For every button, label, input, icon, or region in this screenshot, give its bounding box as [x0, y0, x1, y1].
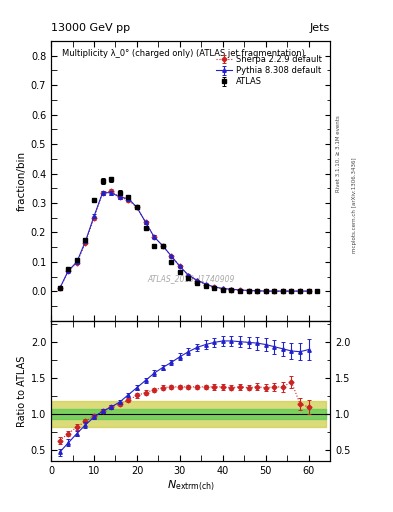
X-axis label: $N_{\rm{extrm}(ch)}$: $N_{\rm{extrm}(ch)}$: [167, 478, 215, 493]
Text: ATLAS_2019_I1740909: ATLAS_2019_I1740909: [147, 274, 234, 283]
Text: Rivet 3.1.10, ≥ 3.1M events: Rivet 3.1.10, ≥ 3.1M events: [336, 115, 341, 192]
Y-axis label: fraction/bin: fraction/bin: [17, 151, 27, 211]
Y-axis label: Ratio to ATLAS: Ratio to ATLAS: [17, 355, 27, 426]
Text: mcplots.cern.ch [arXiv:1306.3436]: mcplots.cern.ch [arXiv:1306.3436]: [352, 157, 357, 252]
Text: Multiplicity λ_0° (charged only) (ATLAS jet fragmentation): Multiplicity λ_0° (charged only) (ATLAS …: [62, 49, 305, 58]
Text: Jets: Jets: [310, 23, 330, 33]
Text: 13000 GeV pp: 13000 GeV pp: [51, 23, 130, 33]
Legend: Sherpa 2.2.9 default, Pythia 8.308 default, ATLAS: Sherpa 2.2.9 default, Pythia 8.308 defau…: [214, 54, 323, 88]
